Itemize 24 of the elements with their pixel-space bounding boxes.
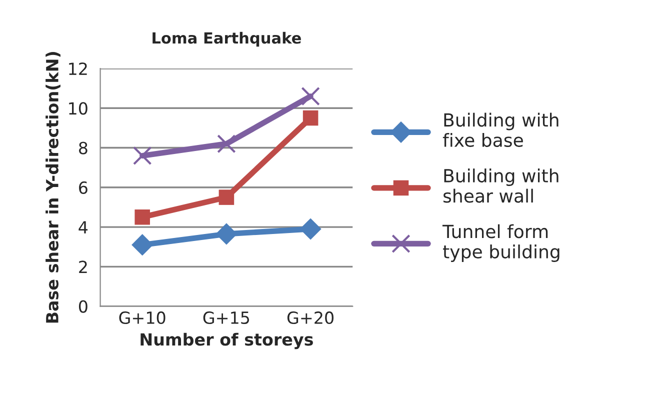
- x-tick-label: G+10: [119, 311, 166, 324]
- x-tick-label: G+20: [287, 311, 334, 324]
- point: [301, 86, 320, 106]
- chart-title: Loma Earthquake: [152, 32, 301, 47]
- point: [132, 234, 154, 256]
- y-tick-label: 2: [79, 260, 87, 273]
- y-tick-label: 12: [69, 62, 87, 75]
- y-tick-label: 4: [78, 221, 88, 234]
- point: [302, 110, 318, 126]
- point: [218, 190, 234, 205]
- x-tick-label: G+15: [203, 311, 250, 324]
- legend-label: Building with shear wall: [444, 168, 558, 203]
- y-axis-title: Base shear in Y-direction(kN): [46, 52, 60, 323]
- point: [216, 223, 238, 245]
- point: [217, 134, 236, 154]
- y-tick-label: 0: [78, 300, 88, 313]
- y-tick-label: 8: [79, 142, 88, 154]
- legend-label: Building with fixe base: [442, 112, 558, 147]
- y-tick-label: 6: [79, 181, 88, 194]
- y-tick-label: 10: [69, 102, 88, 115]
- legend-label: Tunnel form type building: [442, 224, 560, 262]
- point: [132, 146, 152, 166]
- x-axis-title: Number of storeys: [140, 332, 313, 350]
- point: [134, 209, 150, 225]
